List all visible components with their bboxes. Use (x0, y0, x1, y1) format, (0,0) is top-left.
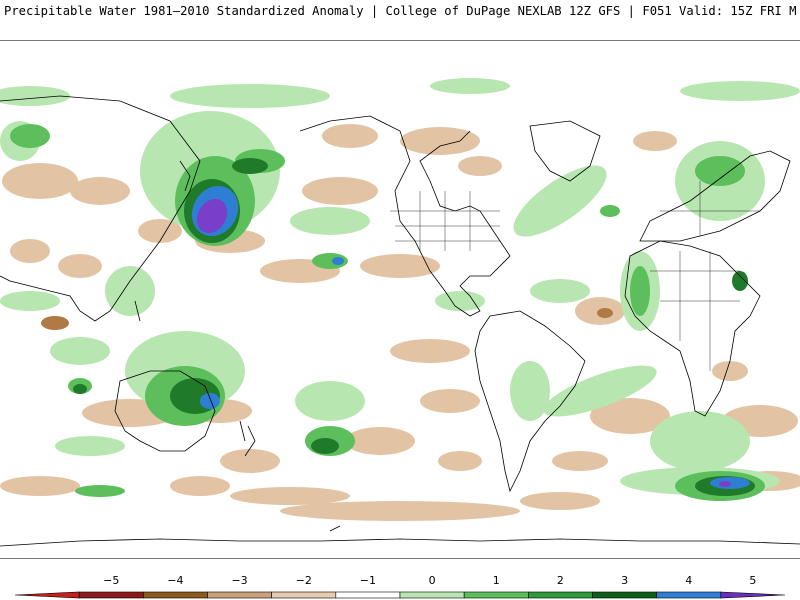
global-map (0, 40, 800, 559)
colorbar-svg (14, 591, 786, 599)
colorbar (0, 560, 800, 600)
colorbar-tick-label: −5 (103, 574, 120, 587)
colorbar-segment (335, 591, 401, 599)
colorbar-tick-label: 1 (492, 574, 500, 587)
colorbar-segment (143, 591, 208, 599)
colorbar-tick-label: 0 (428, 574, 436, 587)
colorbar-segment (14, 591, 80, 599)
colorbar-segment (399, 591, 465, 599)
extreme-positive-anomaly-areas (196, 198, 731, 487)
colorbar-tick-label: −3 (231, 574, 248, 587)
negative-anomaly-areas (0, 124, 800, 521)
colorbar-segment (720, 591, 786, 599)
political-borders (390, 181, 760, 371)
anomaly-map-svg (0, 78, 800, 547)
colorbar-tick-label: −4 (167, 574, 184, 587)
colorbar-tick-label: 4 (685, 574, 693, 587)
colorbar-tick-label: −2 (295, 574, 312, 587)
coastlines (0, 95, 800, 547)
colorbar-tick-label: 3 (621, 574, 629, 587)
map-title: Precipitable Water 1981–2010 Standardize… (4, 4, 796, 18)
colorbar-segment (592, 591, 657, 599)
colorbar-segment (271, 591, 337, 599)
colorbar-segment (463, 591, 529, 599)
colorbar-segment (78, 591, 144, 599)
strong-negative-anomaly-areas (41, 308, 613, 330)
colorbar-segment (528, 591, 593, 599)
colorbar-segment (207, 591, 272, 599)
colorbar-tick-label: −1 (359, 574, 377, 587)
colorbar-tick-label: 2 (556, 574, 564, 587)
colorbar-segment (656, 591, 722, 599)
colorbar-tick-label: 5 (749, 574, 757, 587)
